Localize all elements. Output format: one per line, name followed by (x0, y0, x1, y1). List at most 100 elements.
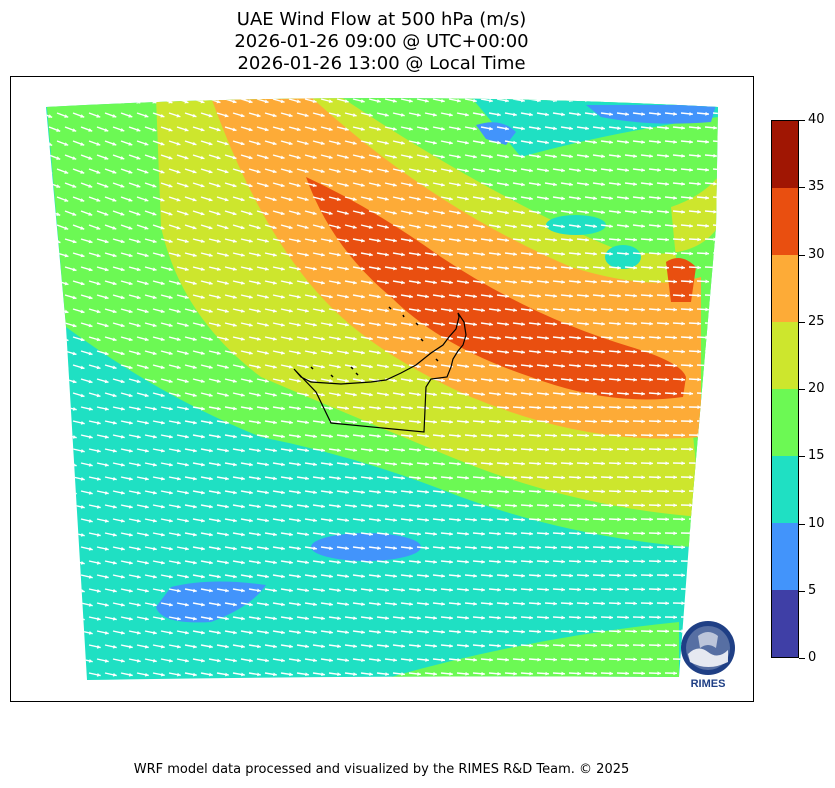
wind-arrow-head (120, 462, 125, 467)
rimes-logo-text: RIMES (690, 678, 726, 690)
wind-arrow-head (296, 183, 301, 188)
wind-arrow-head (48, 645, 53, 649)
wind-arrow-head (281, 630, 285, 635)
wind-arrow-head (537, 378, 541, 382)
wind-arrow-head (64, 449, 69, 453)
wind-arrow-head (200, 267, 205, 271)
wind-arrow-head (665, 629, 669, 634)
wind-arrow-head (577, 335, 581, 340)
wind-arrow-head (409, 322, 413, 327)
wind-arrow-head (80, 365, 85, 370)
wind-arrow-head (553, 461, 557, 466)
wind-arrow-head (577, 140, 581, 145)
wind-arrow-head (529, 252, 533, 256)
wind-arrow-head (649, 629, 653, 634)
wind-arrow-head (545, 252, 549, 256)
wind-arrow-head (344, 211, 349, 215)
wind-arrow-head (489, 573, 493, 578)
wind-arrow-head (657, 559, 661, 564)
wind-arrow-head (288, 141, 293, 146)
wind-arrow-head (529, 671, 533, 676)
wind-arrow (56, 448, 69, 453)
wind-arrow-head (601, 126, 605, 131)
wind-arrow-head (617, 237, 621, 242)
wind-arrow-head (409, 378, 413, 383)
wind-arrow-head (265, 518, 269, 523)
wind-arrow-head (441, 629, 445, 634)
wind-arrow-head (136, 630, 141, 635)
wind-arrow (56, 476, 69, 481)
wind-arrow-head (192, 448, 197, 453)
wind-arrow-head (128, 226, 133, 230)
wind-arrow-head (233, 658, 237, 663)
wind-arrow-head (192, 644, 197, 649)
wind-arrow-head (321, 420, 325, 425)
wind-arrow-head (585, 377, 589, 382)
wind-arrow-head (489, 294, 493, 299)
wind-arrow (704, 98, 718, 101)
wind-arrow-head (144, 281, 149, 286)
wind-arrow-head (160, 448, 165, 453)
wind-arrow-head (120, 239, 125, 244)
wind-arrow-head (361, 462, 365, 467)
wind-arrow-head (192, 365, 197, 369)
wind-arrow-head (272, 252, 277, 257)
wind-arrow-head (96, 253, 101, 258)
wind-arrow-head (385, 476, 389, 480)
wind-arrow-head (120, 351, 125, 356)
wind-arrow-head (288, 252, 293, 257)
wind-arrow-head (585, 237, 589, 242)
wind-arrow-head (273, 504, 277, 509)
wind-arrow-head (120, 434, 125, 439)
wind-arrow-head (441, 489, 445, 494)
wind-arrow (624, 98, 637, 102)
wind-arrow-head (104, 406, 109, 411)
wind-arrow-head (88, 100, 93, 104)
wind-arrow-head (513, 308, 517, 312)
wind-arrow-head (585, 265, 589, 270)
wind-arrow-head (265, 574, 269, 579)
wind-arrow-head (593, 307, 597, 312)
wind-arrow-head (633, 405, 637, 410)
wind-arrow-head (393, 602, 397, 606)
wind-arrow-head (464, 168, 469, 173)
wind-arrow-head (705, 531, 709, 536)
wind-arrow-head (352, 364, 357, 369)
wind-arrow-head (408, 126, 413, 131)
wind-arrow-head (561, 447, 565, 452)
wind-arrow-head (232, 323, 237, 327)
wind-arrow-head (160, 225, 165, 230)
wind-arrow-head (681, 489, 685, 494)
wind-arrow-head (649, 126, 653, 130)
wind-arrow-head (265, 490, 269, 495)
wind-arrow (721, 267, 733, 268)
wind-arrow-head (329, 630, 333, 635)
wind-arrow-head (96, 281, 101, 286)
wind-arrow-head (617, 657, 621, 662)
wind-arrow (48, 378, 61, 384)
wind-arrow-head (521, 322, 525, 326)
wind-arrow-head (464, 196, 469, 201)
wind-arrow-head (152, 323, 157, 328)
wind-arrow-head (521, 294, 525, 298)
wind-arrow-head (497, 559, 501, 564)
wind-arrow-head (416, 196, 421, 201)
wind-arrow-head (184, 602, 189, 607)
wind-arrow-head (673, 168, 677, 172)
wind-arrow (712, 196, 718, 199)
wind-arrow-head (480, 196, 485, 201)
wind-arrow-head (217, 434, 221, 439)
wind-arrow-head (329, 434, 333, 439)
wind-arrow-head (625, 559, 629, 564)
wind-arrow-head (705, 587, 709, 592)
wind-arrow-head (529, 531, 533, 536)
wind-arrow (56, 420, 69, 425)
wind-arrow-head (112, 504, 117, 509)
wind-arrow-head (633, 154, 637, 158)
wind-arrow-head (136, 239, 141, 244)
wind-arrow-head (529, 503, 533, 508)
wind-arrow-head (537, 405, 541, 410)
wind-arrow-head (320, 364, 325, 369)
wind-arrow-head (225, 448, 229, 453)
wind-arrow-head (657, 335, 661, 340)
